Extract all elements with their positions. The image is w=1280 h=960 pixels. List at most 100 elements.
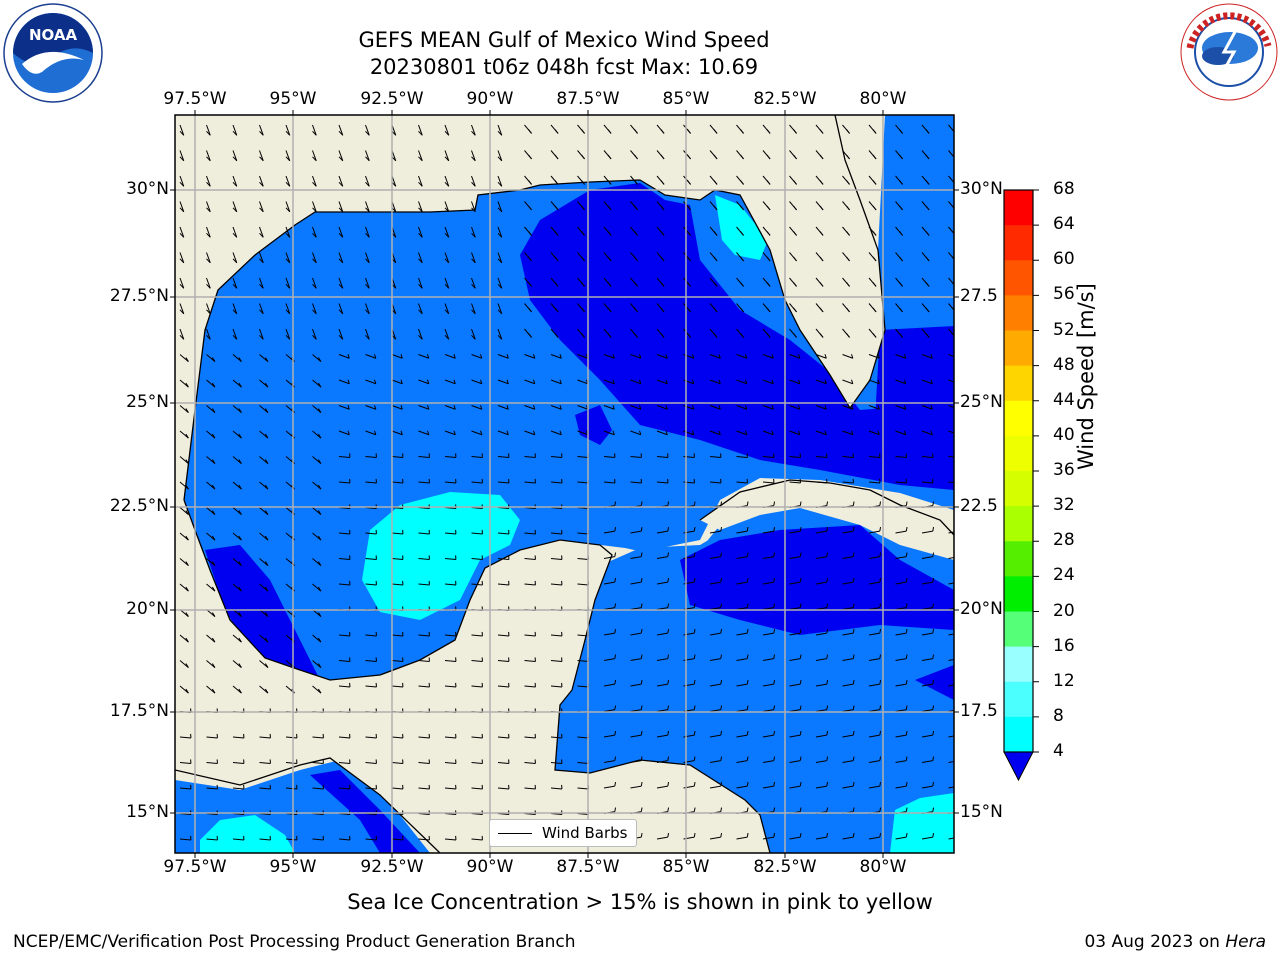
wind-barb-flag	[691, 379, 695, 384]
wind-barb-flag	[238, 382, 242, 388]
wind-barb-flag	[317, 637, 322, 643]
wind-barb	[895, 354, 907, 359]
wind-barb	[868, 456, 881, 458]
wind-barb	[391, 634, 404, 637]
wind-barb-flag	[720, 680, 723, 685]
wind-barb	[868, 379, 880, 385]
wind-barb-flag	[559, 430, 562, 435]
wind-barb-flag	[179, 207, 185, 213]
wind-barb	[206, 762, 218, 764]
wind-barb	[815, 481, 828, 484]
wind-barb-flag	[554, 231, 559, 236]
wind-barb	[762, 760, 774, 763]
wind-barb	[683, 430, 695, 436]
wind-barb-flag	[773, 552, 776, 557]
wind-barb	[736, 709, 748, 712]
wind-barb-flag	[634, 307, 638, 313]
wind-barb-flag	[312, 258, 317, 264]
wind-barb	[444, 379, 456, 385]
wind-barb	[709, 430, 721, 436]
wind-barb	[444, 634, 457, 637]
wind-barb-flag	[819, 205, 824, 211]
wind-barb-flag	[640, 578, 643, 583]
wind-barb	[497, 481, 510, 484]
wind-barb	[736, 530, 748, 534]
wind-barb-flag	[373, 379, 377, 384]
wind-barb	[762, 709, 774, 712]
wind-barb	[895, 581, 907, 585]
wind-barb-flag	[259, 258, 264, 264]
wind-barb	[312, 456, 322, 464]
wind-barb	[709, 405, 721, 410]
wind-barb	[630, 709, 642, 712]
wind-barb-flag	[365, 283, 370, 289]
wind-barb	[603, 658, 615, 661]
wind-barb-flag	[766, 256, 771, 262]
wind-barb-flag	[903, 379, 907, 384]
wind-barb	[232, 634, 242, 643]
wind-barb-flag	[952, 205, 954, 209]
wind-barb	[338, 201, 344, 213]
wind-barb-flag	[206, 334, 211, 340]
wind-barb	[232, 226, 238, 238]
wind-barb-flag	[317, 408, 322, 413]
wind-barb-flag	[932, 680, 935, 685]
wind-barb	[736, 379, 748, 385]
wind-barb	[656, 709, 668, 712]
wind-barb-flag	[740, 307, 744, 313]
wind-barb-flag	[554, 180, 559, 185]
wind-barb	[179, 660, 189, 668]
wind-barb	[206, 150, 211, 162]
wind-barb	[577, 532, 589, 535]
wind-barb-flag	[453, 379, 456, 384]
wind-barb	[444, 430, 456, 436]
wind-barb	[444, 685, 457, 688]
wind-barb-flag	[693, 501, 696, 506]
wind-barb-flag	[614, 578, 617, 583]
wind-barb	[179, 405, 189, 413]
wind-barb	[338, 328, 344, 340]
wind-barb	[338, 226, 344, 238]
wind-barb	[232, 277, 238, 289]
wind-barb	[789, 632, 801, 636]
wind-barb	[736, 581, 748, 585]
colorbar-segment	[1004, 295, 1033, 331]
wind-barb	[232, 762, 245, 764]
wind-barb-flag	[259, 181, 264, 187]
wind-barb-flag	[612, 405, 615, 410]
colorbar-segment	[1004, 225, 1033, 261]
wind-barb	[365, 226, 370, 238]
wind-barb-flag	[932, 807, 935, 812]
wind-barb	[179, 150, 185, 162]
wind-barb-flag	[667, 527, 670, 532]
wind-barb-flag	[232, 130, 238, 136]
wind-barb-flag	[826, 552, 829, 557]
wind-barb-flag	[720, 833, 723, 838]
lat-label: 15°N	[126, 802, 169, 822]
wind-barb	[206, 124, 211, 136]
wind-barb	[762, 556, 774, 559]
wind-barb	[259, 201, 264, 213]
wind-barb-flag	[930, 430, 933, 435]
wind-barb-flag	[179, 334, 185, 340]
wind-barb-flag	[899, 282, 903, 287]
wind-barb-flag	[660, 256, 665, 262]
wind-barb-flag	[799, 654, 802, 659]
wind-barb-flag	[640, 680, 643, 685]
wind-barb-flag	[185, 357, 189, 362]
wind-barb	[630, 430, 642, 436]
wind-barb-flag	[264, 357, 269, 362]
wind-barb	[948, 175, 954, 184]
wind-barb-flag	[852, 705, 855, 710]
lat-label: 30°N	[960, 179, 1003, 199]
wind-barb-flag	[799, 782, 802, 787]
wind-barb-flag	[581, 154, 585, 160]
wind-barb	[630, 354, 642, 359]
wind-barb	[895, 430, 907, 436]
wind-barb	[444, 838, 457, 841]
wind-barb-flag	[554, 205, 559, 211]
wind-barb	[948, 201, 954, 209]
wind-barb	[285, 838, 298, 841]
wind-barb-flag	[660, 154, 665, 160]
florida-land	[740, 115, 885, 408]
